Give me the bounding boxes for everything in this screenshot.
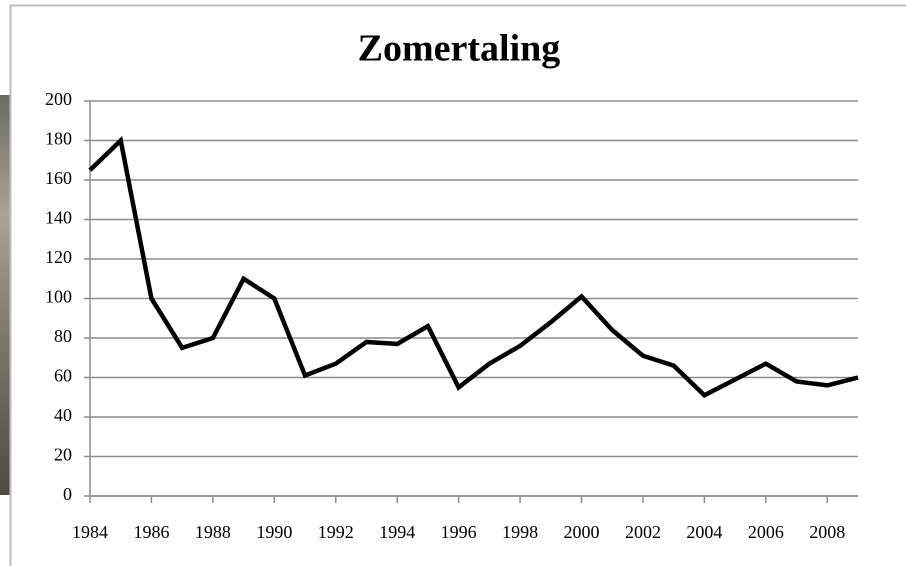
x-tick-label: 2008 [809, 522, 845, 542]
x-tick-label: 1990 [256, 522, 292, 542]
y-tick-label: 0 [63, 484, 72, 504]
x-tick-label: 1998 [502, 522, 538, 542]
y-tick-label: 60 [54, 366, 72, 386]
x-tick-label: 2002 [625, 522, 661, 542]
chart: Zomertaling 0 20 40 60 80 100 120 140 160 180 200 1… [0, 0, 906, 566]
x-tick-label: 2004 [686, 522, 722, 542]
x-tick-label: 1984 [72, 522, 108, 542]
y-tick-label: 100 [45, 287, 72, 307]
y-tick-label: 140 [45, 208, 72, 228]
page: {"chart_data": {"type": "line", "title":… [0, 0, 906, 566]
x-tick-label: 1986 [133, 522, 169, 542]
y-tick-label: 160 [45, 168, 72, 188]
y-tick-label: 120 [45, 247, 72, 267]
x-tick-label: 2006 [748, 522, 784, 542]
chart-frame [11, 6, 906, 566]
y-tick-label: 40 [54, 405, 72, 425]
x-tick-label: 2000 [564, 522, 600, 542]
x-tick-label: 1994 [379, 522, 415, 542]
y-tick-label: 200 [45, 89, 72, 109]
chart-title: Zomertaling [358, 28, 561, 70]
y-tick-label: 80 [54, 326, 72, 346]
x-tick-label: 1988 [195, 522, 231, 542]
x-tick-label: 1996 [441, 522, 477, 542]
x-tick-label: 1992 [318, 522, 354, 542]
y-tick-label: 180 [45, 129, 72, 149]
y-tick-label: 20 [54, 445, 72, 465]
